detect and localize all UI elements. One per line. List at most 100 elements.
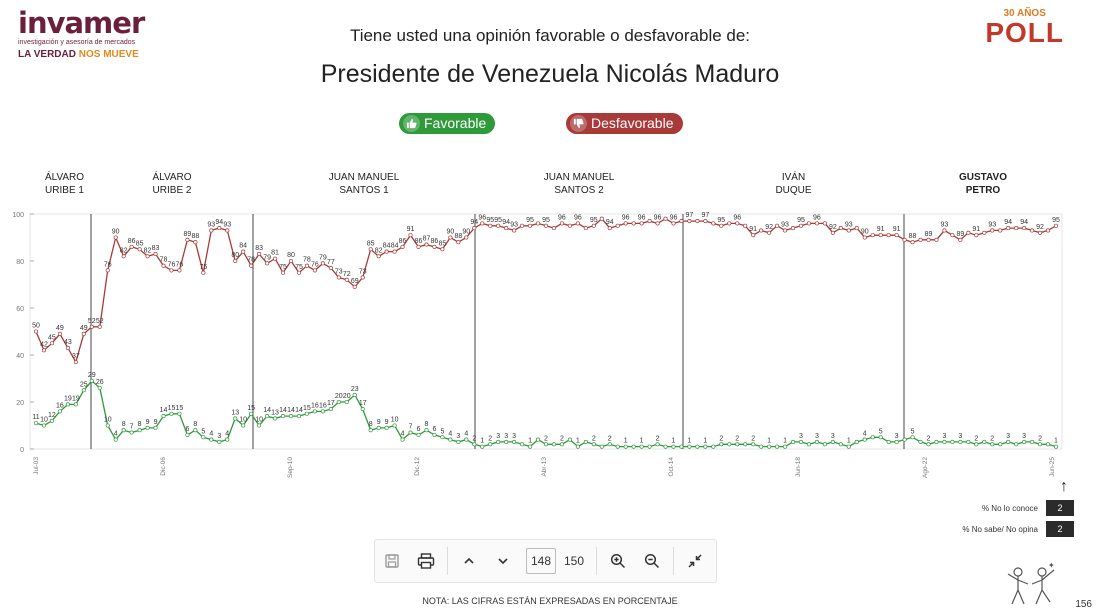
desfavorable-point [512, 228, 517, 233]
desfavorable-data-label: 93 [988, 221, 996, 228]
favorable-data-label: 9 [377, 419, 381, 426]
desfavorable-point [320, 261, 325, 266]
favorable-point [352, 392, 357, 398]
desfavorable-point [958, 237, 963, 242]
desfavorable-point [81, 331, 86, 336]
desfavorable-point [639, 221, 644, 226]
desfavorable-data-label: 95 [797, 217, 805, 224]
favorable-data-label: 15 [303, 405, 311, 412]
favorable-point [934, 439, 939, 445]
desfavorable-point [57, 331, 62, 336]
desfavorable-point [846, 228, 851, 233]
exit-fullscreen-button[interactable] [678, 544, 712, 578]
favorable-point [878, 435, 883, 440]
print-button[interactable] [409, 544, 443, 578]
favorable-point [304, 411, 309, 416]
desfavorable-data-label: 92 [1036, 224, 1044, 231]
desfavorable-data-label: 87 [423, 236, 431, 243]
favorable-data-label: 23 [351, 386, 359, 393]
favorable-point [671, 444, 676, 449]
desfavorable-point [719, 223, 724, 228]
favorable-point [177, 411, 182, 416]
x-tick-label: Dic-12 [414, 457, 421, 476]
desfavorable-data-label: 95 [486, 217, 494, 224]
favorable-data-label: 2 [608, 435, 612, 442]
favorable-point [926, 442, 931, 447]
favorable-data-label: 2 [560, 435, 564, 442]
toolbar-separator [596, 547, 598, 575]
favorable-data-label: 1 [687, 438, 691, 445]
favorable-data-label: 14 [287, 407, 295, 414]
desfavorable-point [448, 235, 453, 240]
save-button[interactable] [375, 544, 409, 578]
desfavorable-point [312, 268, 317, 273]
no-sabe-label: % No sabe/ No opina [962, 524, 1038, 534]
desfavorable-data-label: 79 [263, 254, 271, 261]
favorable-point [958, 439, 963, 445]
desfavorable-point [520, 223, 525, 228]
desfavorable-data-label: 73 [359, 268, 367, 275]
favorable-data-label: 8 [138, 421, 142, 428]
favorable-point [775, 444, 780, 449]
zoom-in-icon [610, 553, 626, 569]
desfavorable-data-label: 49 [80, 325, 88, 332]
favorable-point [591, 442, 596, 447]
favorable-point [49, 418, 54, 423]
desfavorable-data-label: 90 [861, 229, 869, 236]
favorable-point [1014, 442, 1019, 447]
desfavorable-data-label: 91 [893, 226, 901, 233]
favorable-data-label: 2 [1038, 435, 1042, 442]
favorable-point [998, 442, 1003, 447]
x-tick-label: Abr-13 [541, 457, 548, 477]
favorable-data-label: 1 [1054, 438, 1058, 445]
desfavorable-point [424, 242, 429, 247]
favorable-point [846, 444, 851, 449]
no-conoce-legend: % No lo conoce 2 [982, 500, 1074, 516]
favorable-data-label: 29 [88, 372, 96, 379]
desfavorable-point [249, 263, 254, 268]
desfavorable-point [400, 244, 405, 249]
favorable-point [336, 399, 341, 405]
favorable-data-label: 12 [48, 412, 56, 419]
favorable-data-label: 5 [911, 428, 915, 435]
x-tick-label: Ago-22 [922, 457, 929, 478]
favorable-data-label: 1 [672, 438, 676, 445]
favorable-data-label: 4 [209, 431, 213, 438]
favorable-data-label: 3 [512, 433, 516, 440]
favorable-point [663, 444, 668, 449]
favorable-point [368, 428, 373, 433]
favorable-data-label: 2 [472, 435, 476, 442]
previous-page-button[interactable] [452, 544, 486, 578]
period-header-label: DUQUE [775, 185, 811, 196]
period-header-label: SANTOS 2 [554, 185, 604, 196]
desfavorable-data-label: 90 [462, 229, 470, 236]
desfavorable-data-label: 92 [765, 224, 773, 231]
desfavorable-point [480, 221, 485, 226]
desfavorable-point [591, 223, 596, 228]
favorable-data-label: 2 [974, 435, 978, 442]
favorable-data-label: 9 [154, 419, 158, 426]
desfavorable-point [384, 249, 389, 254]
desfavorable-data-label: 91 [407, 226, 415, 233]
desfavorable-data-label: 86 [399, 238, 407, 245]
favorable-data-label: 3 [456, 433, 460, 440]
favorable-point [233, 416, 238, 421]
desfavorable-point [296, 270, 302, 275]
desfavorable-point [233, 258, 238, 264]
desfavorable-data-label: 96 [478, 214, 486, 221]
desfavorable-point [89, 324, 94, 329]
desfavorable-point [806, 221, 812, 226]
favorable-point [169, 411, 174, 416]
favorable-point [1022, 439, 1027, 445]
desfavorable-point [990, 228, 995, 233]
zoom-out-button[interactable] [635, 544, 669, 578]
page-number-input[interactable]: 148 [526, 548, 556, 574]
desfavorable-point [559, 221, 564, 226]
x-tick-label: Oct-14 [668, 457, 675, 477]
favorable-point [73, 402, 78, 407]
next-page-button[interactable] [486, 544, 520, 578]
favorable-point [241, 423, 246, 428]
zoom-in-button[interactable] [601, 544, 635, 578]
desfavorable-point [854, 226, 859, 231]
desfavorable-data-label: 86 [415, 238, 423, 245]
